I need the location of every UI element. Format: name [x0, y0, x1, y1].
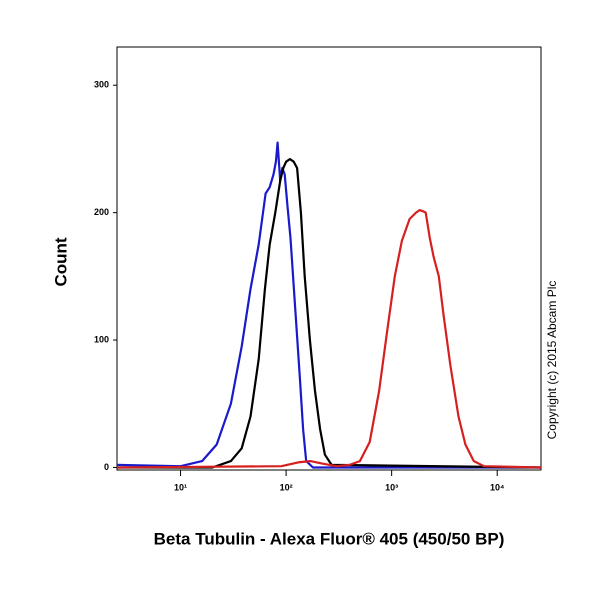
copyright: Copyright (c) 2015 Abcam Plc — [545, 281, 559, 440]
histogram-line — [117, 158, 542, 469]
y-tick-label: 100 — [94, 334, 109, 344]
x-tick-label: 10² — [280, 482, 293, 492]
x-tick-label: 10⁴ — [490, 482, 504, 492]
y-axis-label: Count — [51, 237, 70, 286]
histogram-line — [116, 141, 541, 469]
y-tick-label: 200 — [94, 207, 109, 217]
x-tick-label: 10³ — [385, 482, 398, 492]
x-axis-label: Beta Tubulin - Alexa Fluor® 405 (450/50 … — [154, 529, 505, 548]
y-tick-label: 300 — [94, 80, 109, 90]
y-tick-label: 0 — [104, 462, 109, 472]
x-tick-label: 10¹ — [174, 482, 187, 492]
plot-frame — [116, 46, 542, 471]
histogram-line — [116, 209, 542, 469]
